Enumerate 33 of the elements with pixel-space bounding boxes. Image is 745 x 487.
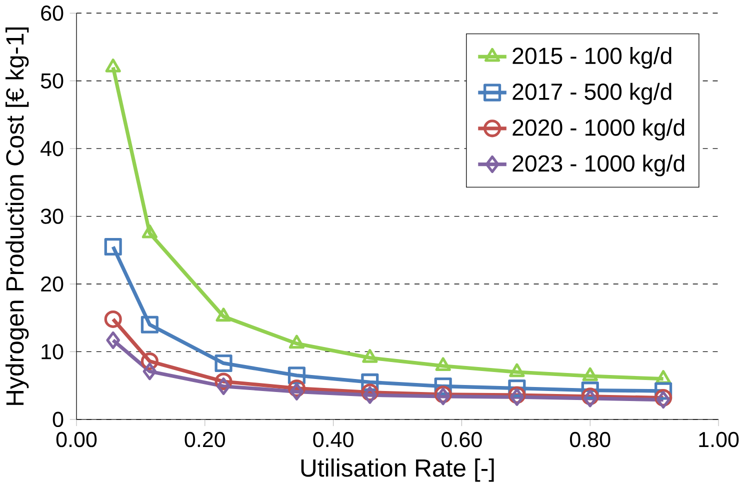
point (216, 308, 232, 322)
point (104, 310, 122, 328)
point (104, 238, 122, 256)
x-tick-label: 1.00 (699, 432, 739, 448)
y-tick-label: 0 (52, 412, 64, 427)
y-tick-label: 10 (42, 344, 64, 360)
point (216, 377, 230, 395)
y-tick-label: 40 (40, 140, 64, 156)
legend-label: 2017 - 500 kg/d (512, 82, 672, 104)
legend-label: 2015 - 100 kg/d (512, 46, 672, 69)
y-tick-label: 30 (40, 208, 64, 224)
point (142, 362, 157, 380)
x-tick-label: 0.60 (442, 432, 482, 448)
point (105, 58, 121, 72)
y-axis-title: Hydrogen Production Cost [€ kg-1] (6, 27, 29, 405)
y-tick-label: 60 (41, 5, 64, 21)
y-tick-label: 20 (41, 276, 64, 292)
point (288, 334, 304, 349)
x-axis-title: Utilisation Rate [-] (301, 458, 494, 482)
point (214, 354, 232, 372)
x-tick-label: 0.00 (56, 432, 97, 448)
point (106, 331, 120, 349)
legend-label: 2023 - 1000 kg/d (512, 154, 684, 176)
point (290, 382, 304, 400)
point (140, 316, 158, 334)
point (362, 386, 377, 404)
y-tick-label: 50 (40, 73, 64, 88)
x-tick-label: 0.20 (184, 432, 226, 448)
x-tick-label: 0.40 (313, 432, 354, 448)
legend-label: 2020 - 1000 kg/d (512, 118, 684, 140)
point (140, 352, 158, 370)
point (142, 224, 158, 238)
x-tick-label: 0.80 (570, 432, 610, 448)
